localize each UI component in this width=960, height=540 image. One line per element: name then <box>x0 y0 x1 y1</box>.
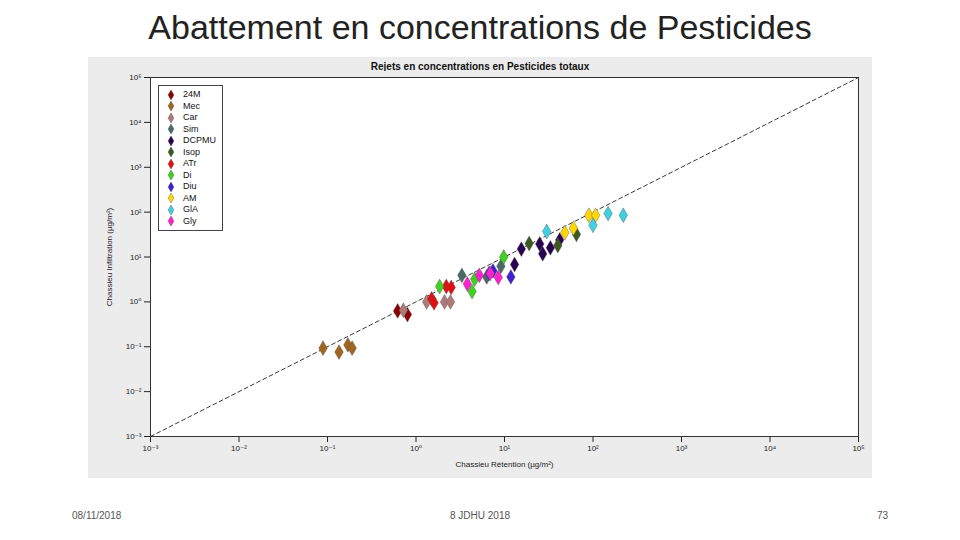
html-text:Di: Di <box>183 169 192 180</box>
html-text:Diu: Diu <box>183 181 197 191</box>
html-text:73: 73 <box>876 510 888 521</box>
svg-text:10⁻³: 10⁻³ <box>143 444 159 453</box>
html-text:AM: AM <box>183 192 197 203</box>
svg-text:10⁻²: 10⁻² <box>126 387 142 396</box>
html-text:Mec: Mec <box>183 100 200 111</box>
svg-text:10⁻²: 10⁻² <box>231 444 247 453</box>
svg-text:10⁰: 10⁰ <box>410 444 422 453</box>
html-text:Abattement en concentrations d: Abattement en concentrations de Pesticid… <box>148 8 812 46</box>
html-text:08/11/2018: 08/11/2018 <box>72 510 122 521</box>
html-text:Isop: Isop <box>183 146 200 157</box>
svg-text:10⁻¹: 10⁻¹ <box>126 342 142 351</box>
html-text:8 JDHU 2018: 8 JDHU 2018 <box>450 510 510 521</box>
svg-text:10⁴: 10⁴ <box>129 118 142 127</box>
svg-text:10⁻³: 10⁻³ <box>126 432 142 441</box>
svg-text:10⁻¹: 10⁻¹ <box>320 444 336 453</box>
html-text:ATr: ATr <box>183 158 197 168</box>
html-text:GlA: GlA <box>183 204 198 214</box>
svg-text:10⁴: 10⁴ <box>764 444 777 453</box>
html-text:Sim: Sim <box>183 123 199 134</box>
html-text:Car: Car <box>183 112 198 122</box>
svg-text:10³: 10³ <box>130 163 142 172</box>
svg-text:10¹: 10¹ <box>499 444 511 453</box>
svg-text:10⁰: 10⁰ <box>129 297 141 306</box>
svg-text:Chassieu Infiltration (µg/m²): Chassieu Infiltration (µg/m²) <box>105 207 114 306</box>
svg-text:10⁵: 10⁵ <box>852 444 864 453</box>
html-text:24M: 24M <box>183 89 201 99</box>
svg-text:10⁵: 10⁵ <box>129 73 141 82</box>
svg-text:10²: 10² <box>587 444 599 453</box>
svg-text:Chassieu Rétention (µg/m²): Chassieu Rétention (µg/m²) <box>456 460 554 469</box>
svg-text:10¹: 10¹ <box>130 253 142 262</box>
svg-text:10²: 10² <box>130 208 142 217</box>
html-text:DCPMU: DCPMU <box>183 135 216 145</box>
svg-text:10³: 10³ <box>676 444 688 453</box>
html-text:Rejets en concentrations en Pe: Rejets en concentrations en Pesticides t… <box>370 61 590 72</box>
html-text:Gly: Gly <box>183 215 197 226</box>
